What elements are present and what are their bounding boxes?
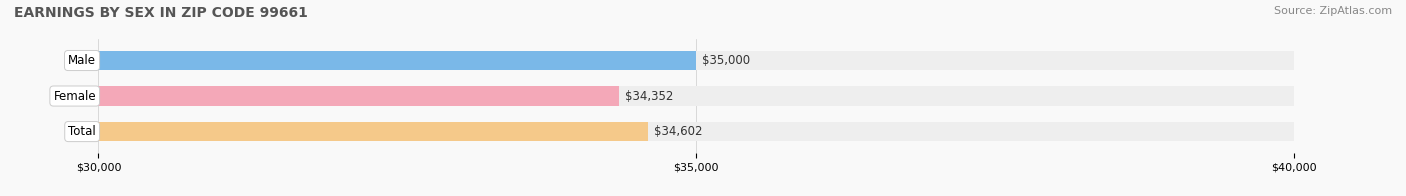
Text: Male: Male [67,54,96,67]
Text: Source: ZipAtlas.com: Source: ZipAtlas.com [1274,6,1392,16]
Text: Total: Total [69,125,96,138]
Bar [98,122,648,141]
Text: $35,000: $35,000 [702,54,749,67]
Text: $34,602: $34,602 [654,125,703,138]
Text: Female: Female [53,90,96,103]
Bar [98,86,1294,106]
Bar [98,51,1294,70]
Text: EARNINGS BY SEX IN ZIP CODE 99661: EARNINGS BY SEX IN ZIP CODE 99661 [14,6,308,20]
Bar [98,86,619,106]
Bar [98,122,1294,141]
Text: $34,352: $34,352 [624,90,673,103]
Bar [98,51,696,70]
